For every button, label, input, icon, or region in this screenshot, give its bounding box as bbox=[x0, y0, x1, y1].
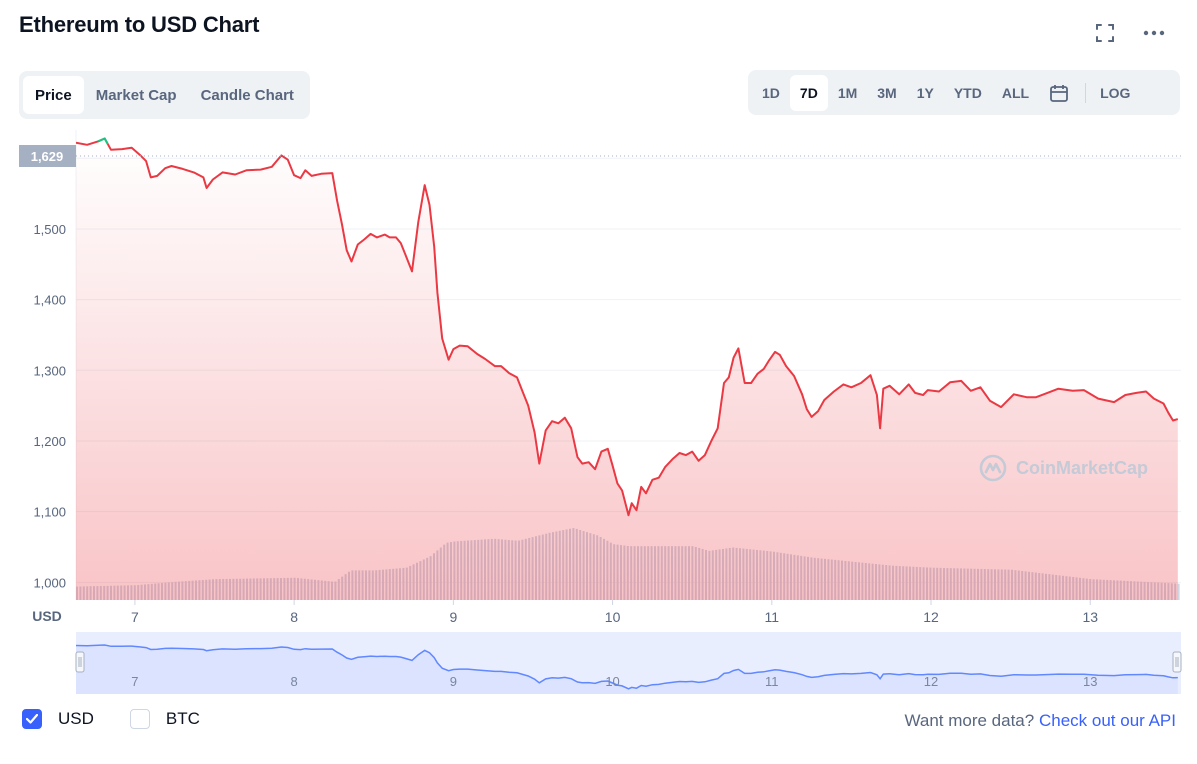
currency-toggles: USD BTC bbox=[22, 709, 200, 729]
x-axis: 7 8 9 10 11 12 13 bbox=[131, 600, 1098, 625]
range-1y[interactable]: 1Y bbox=[916, 84, 934, 101]
price-area bbox=[76, 138, 1178, 600]
x-tick-label: 9 bbox=[449, 609, 457, 625]
tab-candle-chart[interactable]: Candle Chart bbox=[200, 86, 294, 104]
tab-price[interactable]: Price bbox=[23, 76, 84, 114]
usd-checkbox[interactable]: USD bbox=[22, 709, 94, 729]
volume-bar bbox=[1177, 583, 1180, 600]
price-line-up-segment bbox=[97, 137, 109, 145]
y-tick-label: 1,200 bbox=[33, 434, 66, 449]
navigator-left-handle[interactable] bbox=[75, 651, 85, 673]
btc-checkbox[interactable]: BTC bbox=[129, 709, 200, 729]
coinmarketcap-logo-icon bbox=[979, 454, 1007, 482]
x-tick-label: 10 bbox=[605, 609, 621, 625]
price-line bbox=[76, 137, 1179, 517]
y-tick-label: 1,500 bbox=[33, 222, 66, 237]
api-promo: Want more data? Check out our API bbox=[904, 711, 1176, 731]
watermark: CoinMarketCap bbox=[978, 453, 1148, 483]
api-text: Want more data? bbox=[904, 711, 1035, 730]
range-1m[interactable]: 1M bbox=[837, 84, 858, 101]
fullscreen-icon[interactable] bbox=[1092, 20, 1118, 46]
price-area-fill bbox=[76, 138, 1178, 600]
range-7d[interactable]: 7D bbox=[789, 74, 828, 111]
x-tick-label: 12 bbox=[923, 609, 939, 625]
y-tick-label: 1,000 bbox=[33, 575, 66, 590]
navigator-right-handle[interactable] bbox=[1172, 651, 1182, 673]
x-tick-label: 8 bbox=[290, 609, 298, 625]
more-dots-icon[interactable] bbox=[1141, 20, 1167, 46]
range-navigator[interactable]: 7 8 9 10 11 12 13 bbox=[75, 632, 1182, 694]
calendar-icon[interactable] bbox=[1039, 75, 1079, 111]
range-3m[interactable]: 3M bbox=[877, 84, 897, 101]
y-tick-label: 1,100 bbox=[33, 505, 66, 520]
range-all[interactable]: ALL bbox=[1001, 84, 1030, 101]
navigator-tick-label: 8 bbox=[291, 674, 298, 689]
navigator-tick-label: 13 bbox=[1083, 674, 1097, 689]
navigator-line bbox=[75, 644, 1178, 690]
price-line-group bbox=[76, 137, 1179, 517]
navigator-tick-label: 7 bbox=[131, 674, 138, 689]
navigator-area bbox=[76, 645, 1178, 694]
y-tick-label: 1,400 bbox=[33, 293, 66, 308]
btc-label: BTC bbox=[165, 709, 200, 728]
x-tick-label: 7 bbox=[131, 609, 139, 625]
volume-bar bbox=[1181, 584, 1183, 600]
navigator-tick-label: 12 bbox=[924, 674, 938, 689]
chart-type-tabs: Price Market Cap Candle Chart bbox=[19, 71, 310, 119]
x-tick-label: 11 bbox=[765, 609, 780, 625]
current-price-label: 1,629 bbox=[31, 149, 64, 164]
divider bbox=[1085, 82, 1087, 103]
tab-market-cap[interactable]: Market Cap bbox=[95, 86, 177, 104]
api-link[interactable]: Check out our API bbox=[1038, 711, 1176, 730]
y-tick-label: 1,300 bbox=[33, 363, 66, 378]
currency-label: USD bbox=[32, 608, 62, 624]
watermark-text: CoinMarketCap bbox=[1016, 457, 1149, 478]
navigator-tick-label: 9 bbox=[450, 674, 457, 689]
checkbox-checked-icon bbox=[22, 709, 42, 729]
navigator-tick-label: 11 bbox=[765, 674, 779, 689]
range-1d[interactable]: 1D bbox=[762, 84, 780, 101]
time-range-selector: 1D 7D 1M 3M 1Y YTD ALL LOG bbox=[748, 70, 1180, 115]
x-tick-label: 13 bbox=[1082, 609, 1098, 625]
range-ytd[interactable]: YTD bbox=[953, 84, 982, 101]
checkbox-unchecked-icon bbox=[129, 709, 150, 729]
page-title: Ethereum to USD Chart bbox=[19, 12, 260, 37]
log-scale-toggle[interactable]: LOG bbox=[1100, 84, 1131, 101]
navigator-tick-label: 10 bbox=[605, 674, 619, 689]
current-price-marker: 1,629 bbox=[19, 145, 1181, 167]
usd-label: USD bbox=[58, 709, 94, 728]
